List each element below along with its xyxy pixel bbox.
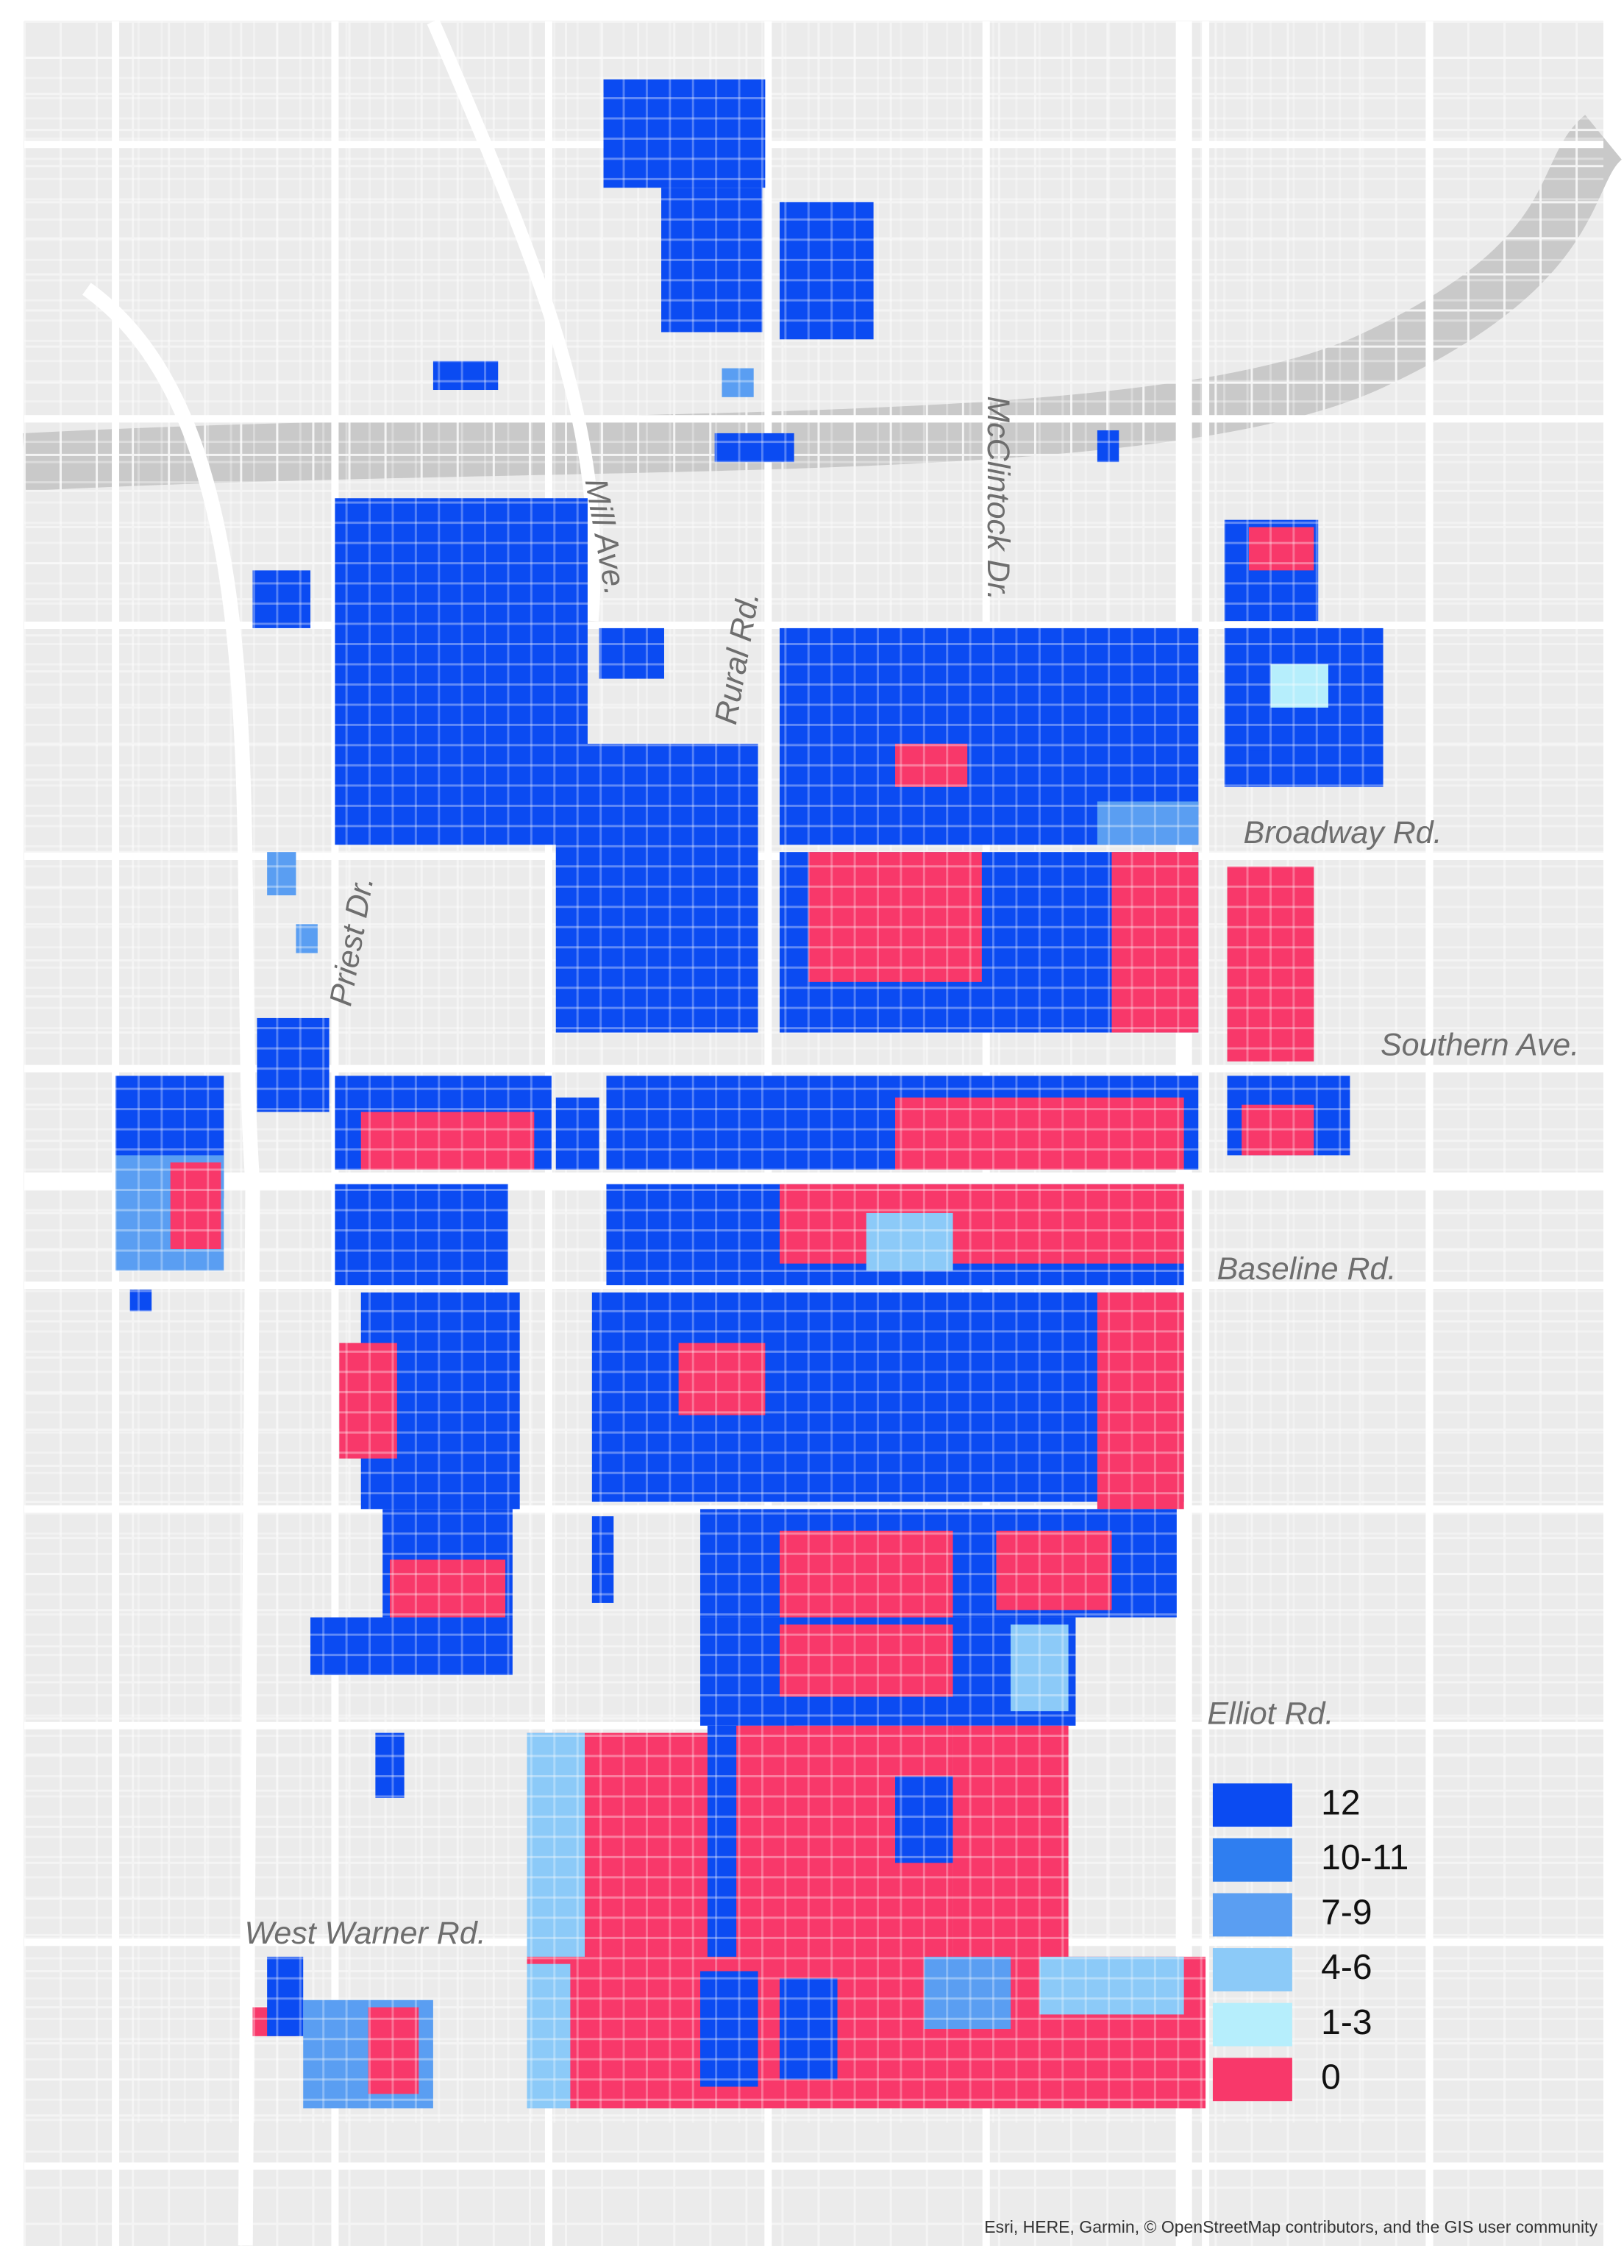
coverage-area xyxy=(780,202,874,340)
road-label: Baseline Rd. xyxy=(1217,1251,1397,1287)
coverage-area xyxy=(1248,527,1314,571)
coverage-area xyxy=(335,498,588,845)
coverage-area xyxy=(335,1184,508,1286)
coverage-area xyxy=(1270,664,1328,708)
coverage-area xyxy=(661,188,763,333)
coverage-area xyxy=(267,1956,304,2036)
legend-label: 4-6 xyxy=(1321,1948,1372,1987)
legend-label: 12 xyxy=(1321,1783,1360,1822)
coverage-area xyxy=(257,1017,330,1112)
coverage-area xyxy=(368,2007,419,2094)
attribution: Esri, HERE, Garmin, © OpenStreetMap cont… xyxy=(984,2217,1598,2236)
coverage-area xyxy=(895,1776,953,1863)
coverage-area xyxy=(599,628,664,679)
legend-swatch xyxy=(1212,2002,1292,2047)
coverage-area xyxy=(603,79,766,188)
coverage-area xyxy=(267,852,296,896)
coverage-area xyxy=(296,924,318,953)
freeway xyxy=(82,282,260,2246)
legend-label: 10-11 xyxy=(1321,1838,1408,1877)
coverage-area xyxy=(555,1097,599,1170)
legend-swatch xyxy=(1212,1948,1292,1991)
coverage-area xyxy=(129,1289,152,1312)
road-label: Elliot Rd. xyxy=(1207,1696,1333,1731)
coverage-area xyxy=(1039,1956,1184,2015)
coverage-area xyxy=(432,360,499,391)
road-labels: Mill Ave.Rural Rd.McClintock Dr.Priest D… xyxy=(245,396,1580,1951)
coverage-area xyxy=(780,1978,838,2080)
coverage-area xyxy=(360,1112,535,1170)
coverage-area xyxy=(996,1530,1112,1610)
legend-swatch xyxy=(1212,2058,1292,2102)
coverage-areas xyxy=(24,21,1603,2123)
coverage-area xyxy=(1097,430,1119,463)
road-label: Southern Ave. xyxy=(1381,1028,1579,1063)
coverage-area xyxy=(714,433,794,463)
coverage-area xyxy=(780,1530,953,1618)
legend: 12 10-11 7-9 4-6 1-3 0 xyxy=(1212,1783,1408,2102)
coverage-area xyxy=(780,628,1199,744)
coverage-area xyxy=(924,1956,1011,2030)
coverage-area xyxy=(310,1617,513,1676)
legend-label: 7-9 xyxy=(1321,1894,1372,1933)
coverage-area xyxy=(1097,801,1199,845)
freeway xyxy=(427,18,601,622)
coverage-area xyxy=(1011,1624,1069,1712)
legend-swatch xyxy=(1212,1783,1292,1827)
coverage-area xyxy=(952,1725,1069,1986)
legend-label: 1-3 xyxy=(1321,2003,1372,2042)
road-label: West Warner Rd. xyxy=(245,1916,486,1951)
coverage-area xyxy=(1242,1104,1314,1156)
coverage-area xyxy=(780,1624,953,1697)
coverage-area xyxy=(895,743,968,787)
coverage-area xyxy=(722,368,754,397)
legend-swatch xyxy=(1212,1893,1292,1937)
coverage-area xyxy=(1111,852,1199,1033)
coverage-area xyxy=(1242,750,1271,787)
coverage-area xyxy=(895,1097,1184,1170)
road-label: Broadway Rd. xyxy=(1244,815,1442,850)
coverage-area xyxy=(780,1184,1184,1264)
coverage-area xyxy=(678,1343,766,1415)
coverage-area xyxy=(170,1162,221,1249)
legend-swatch xyxy=(1212,1838,1292,1882)
coverage-area xyxy=(339,1343,397,1459)
coverage-area xyxy=(808,852,982,982)
coverage-area xyxy=(1097,1292,1184,1510)
coverage-area xyxy=(866,1212,953,1271)
coverage-area xyxy=(375,1732,405,1798)
coverage-area xyxy=(527,1732,585,1979)
coverage-area xyxy=(591,1516,614,1603)
coverage-area xyxy=(700,1971,758,2087)
road-label: McClintock Dr. xyxy=(980,396,1016,600)
legend-label: 0 xyxy=(1321,2058,1341,2097)
coverage-area xyxy=(390,1560,506,1618)
coverage-area xyxy=(1227,866,1314,1062)
coverage-area xyxy=(527,1963,571,2108)
coverage-area xyxy=(252,570,311,628)
coverage-area xyxy=(555,743,758,1033)
